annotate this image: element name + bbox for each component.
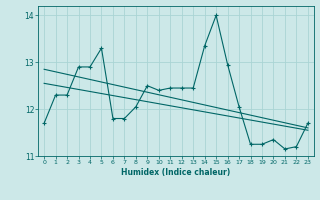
X-axis label: Humidex (Indice chaleur): Humidex (Indice chaleur) <box>121 168 231 177</box>
